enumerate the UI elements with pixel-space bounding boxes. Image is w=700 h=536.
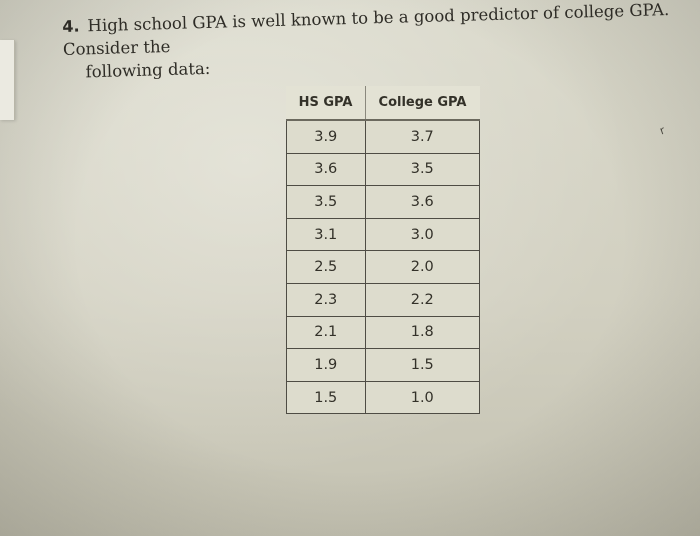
problem-number: 4.: [62, 16, 80, 36]
hs-gpa-cell: 1.9: [286, 348, 366, 382]
binder-tab: [0, 40, 15, 120]
table-row: 2.5 2.0: [286, 250, 480, 284]
hs-gpa-cell: 3.5: [286, 185, 366, 219]
college-gpa-cell: 2.0: [364, 250, 480, 284]
college-gpa-cell: 3.5: [364, 152, 480, 187]
hs-gpa-cell: 2.5: [286, 250, 366, 284]
table-row: 3.6 3.5: [286, 152, 480, 187]
table-row: 2.1 1.8: [286, 315, 480, 350]
hs-gpa-cell: 2.1: [286, 315, 366, 350]
college-gpa-cell: 3.0: [364, 217, 480, 252]
table-row: 2.3 2.2: [286, 282, 480, 317]
gpa-table: HS GPA College GPA 3.9 3.7 3.6 3.5 3.5 3…: [286, 86, 480, 415]
table-row: 3.5 3.6: [286, 185, 480, 219]
hs-gpa-cell: 3.6: [286, 152, 366, 187]
college-gpa-cell: 2.2: [364, 282, 480, 317]
table-header-row: HS GPA College GPA: [286, 86, 480, 120]
table-row: 3.1 3.0: [286, 217, 480, 252]
college-gpa-cell: 1.0: [364, 380, 480, 415]
college-gpa-cell: 1.8: [364, 315, 480, 350]
table-row: 3.9 3.7: [286, 119, 480, 154]
college-gpa-cell: 3.7: [364, 119, 480, 154]
hs-gpa-cell: 3.1: [286, 217, 366, 252]
hs-gpa-cell: 1.5: [286, 380, 366, 415]
header-hs-gpa: HS GPA: [298, 95, 353, 110]
table-row: 1.9 1.5: [286, 348, 480, 382]
college-gpa-cell: 1.5: [364, 348, 480, 382]
table-row: 1.5 1.0: [286, 380, 480, 415]
hs-gpa-cell: 3.9: [286, 119, 366, 154]
hs-gpa-cell: 2.3: [286, 282, 366, 317]
college-gpa-cell: 3.6: [364, 185, 480, 219]
header-college-gpa: College GPA: [364, 86, 480, 120]
